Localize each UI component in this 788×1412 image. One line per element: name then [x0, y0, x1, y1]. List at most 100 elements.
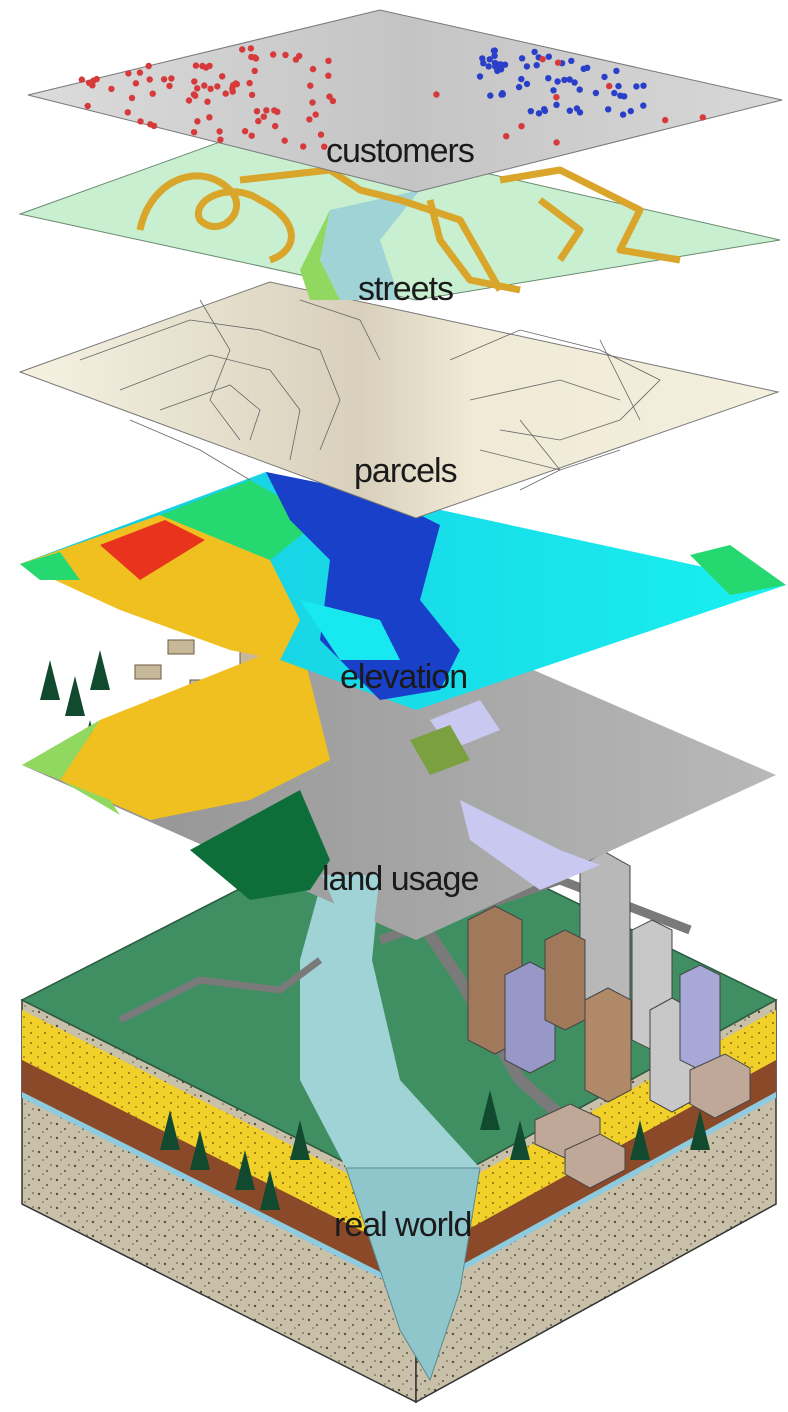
customer-dot [479, 55, 486, 62]
customer-dot [260, 113, 267, 120]
customer-dot [485, 63, 492, 70]
customer-dot [606, 82, 613, 90]
land-yellow-zone [60, 640, 330, 820]
customer-dot [248, 91, 256, 99]
customer-dot [553, 139, 560, 146]
customer-dot [85, 79, 93, 87]
customer-dot [566, 107, 573, 114]
customer-dot [568, 57, 575, 65]
customer-dot [108, 85, 115, 93]
customer-dot [147, 121, 154, 128]
customer-dot [553, 94, 560, 101]
customer-dots [78, 45, 706, 150]
customer-dot [214, 83, 221, 90]
customer-dot [145, 62, 152, 70]
land-river [322, 875, 380, 940]
customer-dot [584, 64, 591, 72]
parcels-layer: parcels [18, 281, 780, 519]
customer-dot [206, 114, 213, 121]
land-lightgreen-zone [22, 720, 120, 815]
customer-dot [518, 55, 526, 62]
customer-dot [531, 48, 538, 56]
customer-dot [533, 61, 540, 69]
customers-layer: customers [27, 9, 783, 193]
streets-riverbank [300, 210, 340, 300]
customer-dot [149, 90, 156, 97]
customer-dot [229, 88, 236, 95]
soil-water-right [416, 1092, 776, 1296]
customer-dot [613, 67, 620, 75]
customer-dot [527, 108, 534, 115]
customer-dot [317, 131, 325, 138]
customer-dot [561, 76, 568, 84]
customer-dot [550, 87, 557, 94]
customer-dot [207, 85, 214, 93]
customer-dot [146, 76, 153, 83]
customer-dot [592, 89, 600, 97]
customer-dot [433, 91, 440, 98]
customer-dot [190, 129, 198, 136]
customer-dot [326, 93, 333, 100]
land-lavender-zone [460, 800, 600, 890]
customer-dot [496, 61, 503, 68]
customer-dot [307, 82, 314, 89]
customer-dot [160, 76, 168, 83]
river-front [345, 1167, 481, 1382]
customer-dot [554, 78, 561, 85]
customer-dot [499, 90, 506, 97]
customer-dot [518, 123, 525, 130]
land-usage-layer: land usage [22, 608, 776, 940]
layer-label-streets: streets [358, 270, 453, 308]
customer-dot [136, 69, 144, 76]
customer-dot [241, 128, 249, 135]
customer-dot [503, 133, 510, 140]
customer-dot [640, 102, 647, 109]
customer-dot [309, 65, 317, 73]
customer-dot [515, 83, 523, 91]
customer-dot [605, 106, 612, 113]
customer-dot [251, 67, 258, 75]
customer-dot [128, 94, 136, 102]
customer-dot [190, 91, 198, 98]
land-darkgreen-zone [190, 790, 330, 900]
customer-dot [535, 110, 543, 117]
customer-dot [194, 118, 201, 125]
customer-dot [554, 59, 562, 66]
customer-dot [191, 78, 198, 85]
customer-dot [185, 97, 193, 104]
layer-label-real-world: real world [334, 1206, 471, 1244]
customer-dot [611, 89, 618, 97]
customer-dot [309, 99, 316, 106]
customer-dot [252, 55, 260, 62]
customer-dot [576, 86, 583, 93]
customer-dot [282, 51, 289, 59]
customer-dot [491, 52, 498, 59]
customer-dot [247, 45, 255, 52]
customer-dot [132, 80, 140, 87]
layer-label-land-usage: land usage [322, 860, 478, 898]
customer-dot [272, 122, 279, 130]
elev-cyan-zone [300, 600, 400, 660]
streets-river [320, 190, 420, 300]
customer-dot [541, 106, 548, 113]
customer-dot [321, 143, 328, 150]
parcel-lines [79, 299, 661, 491]
customer-dot [545, 53, 552, 60]
customer-dot [640, 82, 647, 89]
customer-dot [571, 79, 578, 86]
customer-dot [476, 73, 484, 80]
customer-dot [621, 93, 628, 100]
soil-brown-left [22, 1060, 416, 1290]
customer-dot [518, 75, 525, 83]
customer-dot [306, 116, 313, 123]
customer-dot [263, 107, 270, 114]
customer-dot [633, 83, 640, 90]
customer-dot [480, 60, 487, 67]
layer-label-customers: customers [326, 132, 474, 170]
customer-dot [501, 61, 509, 68]
customer-dot [662, 116, 669, 124]
customer-dot [627, 107, 634, 115]
customer-dot [329, 97, 337, 105]
